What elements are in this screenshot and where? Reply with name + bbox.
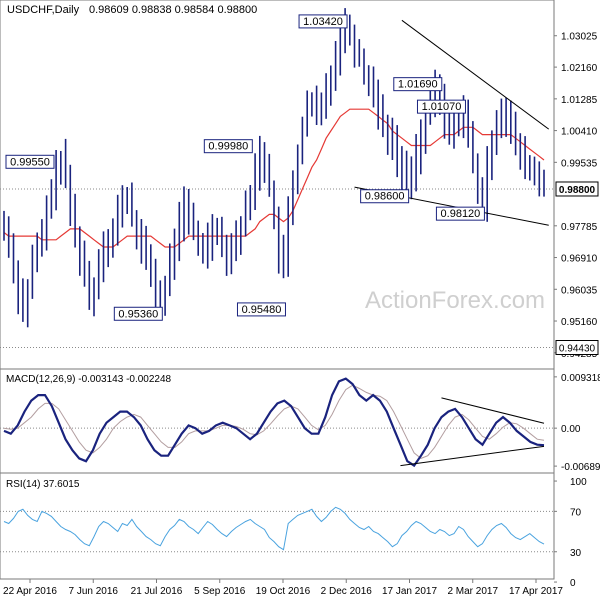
support-price-label: 0.94430 <box>559 344 596 355</box>
rsi-y-tick-label: 0 <box>570 578 576 589</box>
macd-signal-line <box>3 384 545 459</box>
level-label: 1.01690 <box>398 79 438 91</box>
support-price-box <box>555 340 599 356</box>
current-price-label: 0.98800 <box>559 185 596 196</box>
rsi-title: RSI(14) 37.6015 <box>6 479 80 490</box>
price-y-tick-label: 1.00410 <box>561 127 598 138</box>
level-label-box <box>393 77 443 92</box>
x-tick-label: 2 Dec 2016 <box>321 586 373 597</box>
rsi-y-tick-label: 100 <box>570 477 587 488</box>
x-tick-label: 21 Jul 2016 <box>131 586 183 597</box>
watermark: ActionForex.com <box>365 287 545 314</box>
level-label-box <box>416 99 466 114</box>
level-label-box <box>5 154 55 169</box>
level-label-box <box>203 139 253 154</box>
annotation-layer: 0.99550 0.95360 0.99980 0.95480 1.03420 0.986… <box>5 14 485 321</box>
level-label: 0.98600 <box>365 191 405 203</box>
price-y-tick-label: 0.99535 <box>561 158 598 169</box>
chart-ohlc: 0.98609 0.98838 0.98584 0.98800 <box>89 4 257 16</box>
price-y-tick-label: 0.95160 <box>561 317 598 328</box>
x-tick-label: 7 Jun 2016 <box>69 586 119 597</box>
level-label: 0.99980 <box>208 141 248 153</box>
level-label: 0.99550 <box>10 156 50 168</box>
current-price-box <box>555 181 599 197</box>
price-y-tick-label: 0.96035 <box>561 285 598 296</box>
level-label-box <box>113 306 163 321</box>
macd-layer <box>3 377 545 468</box>
price-trendline-upper <box>401 19 550 130</box>
macd-y-tick-label: 0.009318 <box>561 373 600 384</box>
level-label: 0.95360 <box>118 308 158 320</box>
macd-trendline-upper <box>441 397 545 424</box>
level-label: 0.98120 <box>441 208 481 220</box>
macd-title: MACD(12,26,9) -0.003143 -0.002248 <box>6 374 172 385</box>
level-label-box <box>360 189 410 204</box>
x-tick-label: 5 Sep 2016 <box>194 586 246 597</box>
price-y-tick-label: 1.02160 <box>561 63 598 74</box>
x-tick-label: 19 Oct 2016 <box>256 586 311 597</box>
x-tick-label: 2 Mar 2017 <box>447 586 498 597</box>
macd-panel-frame <box>0 368 555 474</box>
rsi-line <box>3 506 545 551</box>
macd-y-tick-label: -0.006894 <box>561 462 600 473</box>
level-label: 1.03420 <box>303 16 343 28</box>
macd-y-tick-label: 0.00 <box>561 424 581 435</box>
x-tick-label: 17 Jan 2017 <box>382 586 437 597</box>
level-label-box <box>236 302 286 317</box>
price-y-tick-label: 1.01285 <box>561 95 598 106</box>
axis-labels-layer: 1.03025 1.02160 1.01285 1.00410 0.99535 0.977… <box>3 32 600 597</box>
chart-symbol: USDCHF,Daily <box>7 4 80 16</box>
x-tick-label: 22 Apr 2016 <box>3 586 57 597</box>
price-y-tick-label: 0.96910 <box>561 254 598 265</box>
level-label-box <box>435 206 485 221</box>
rsi-panel-frame <box>0 472 555 580</box>
level-label-box <box>298 14 348 29</box>
x-tick-label: 17 Apr 2017 <box>509 586 563 597</box>
level-label: 1.01070 <box>422 101 462 113</box>
price-y-tick-label: 0.97785 <box>561 222 598 233</box>
rsi-y-tick-label: 70 <box>570 507 582 518</box>
price-y-tick-label: 1.03025 <box>561 32 598 43</box>
level-label: 0.95480 <box>242 304 282 316</box>
rsi-y-tick-label: 30 <box>570 548 582 559</box>
grid-layer <box>0 188 554 553</box>
macd-trendline-lower <box>400 445 545 467</box>
rsi-layer <box>3 506 545 551</box>
macd-line <box>3 377 545 468</box>
